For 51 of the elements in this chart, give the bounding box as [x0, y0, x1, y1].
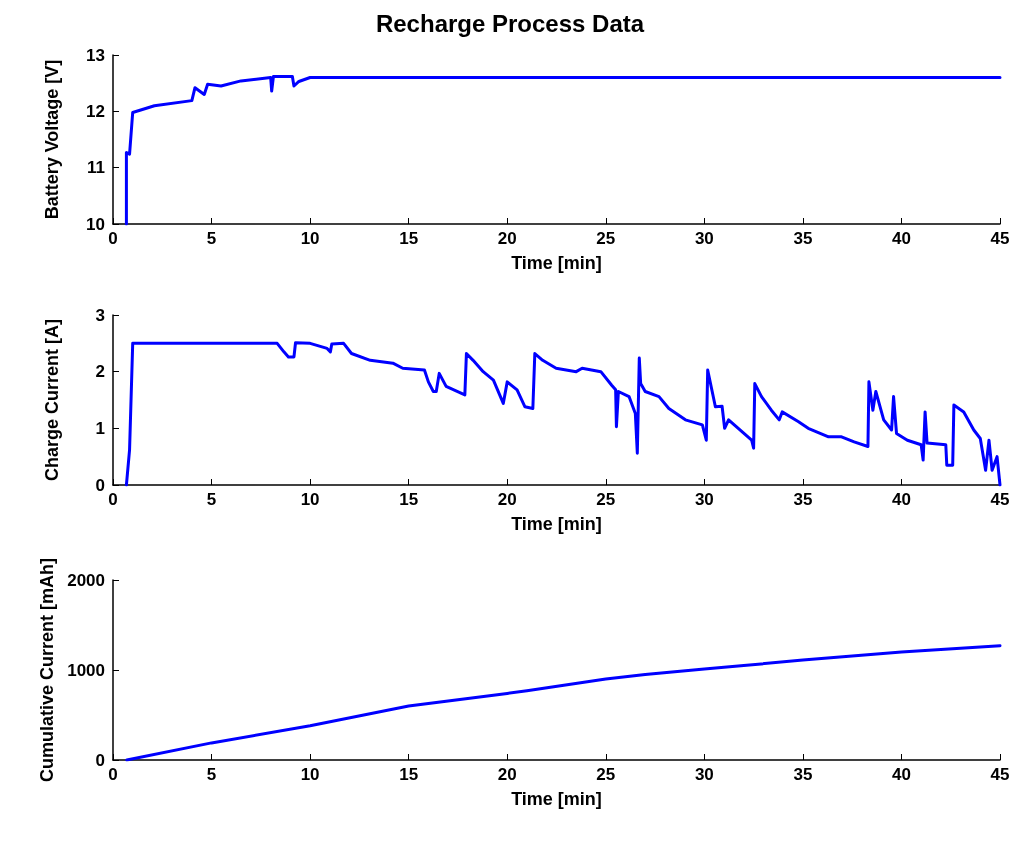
- x-tick-label: 45: [990, 229, 1010, 248]
- x-tick-label: 15: [399, 490, 419, 509]
- line-series: [125, 644, 1002, 762]
- x-tick-label: 0: [108, 490, 118, 509]
- y-tick-label: 13: [86, 45, 105, 65]
- line-series: [124, 74, 1002, 226]
- y-tick-label: 0: [95, 475, 105, 495]
- x-tick-label: 20: [497, 490, 517, 509]
- x-tick-label: 10: [300, 490, 320, 509]
- y-tick-label: 12: [86, 101, 105, 121]
- x-tick-label: 45: [990, 765, 1010, 784]
- x-tick-label: 25: [596, 229, 616, 248]
- x-axis-title: Time [min]: [511, 789, 602, 809]
- x-tick-label: 0: [108, 765, 118, 784]
- y-tick-label: 10: [86, 214, 105, 234]
- y-tick-label: 1000: [67, 660, 105, 680]
- x-tick-label: 25: [596, 765, 616, 784]
- x-tick-label: 35: [793, 490, 813, 509]
- x-tick-label: 30: [694, 229, 714, 248]
- y-axis-title: Battery Voltage [V]: [42, 59, 62, 220]
- x-tick-label: 20: [497, 229, 517, 248]
- x-tick-label: 5: [206, 490, 217, 509]
- y-tick-label: 3: [95, 305, 105, 325]
- x-axis-title: Time [min]: [511, 253, 602, 273]
- x-tick-label: 35: [793, 765, 813, 784]
- y-tick-label: 2000: [67, 570, 105, 590]
- chart-title: Recharge Process Data: [375, 9, 645, 37]
- y-tick-label: 0: [95, 750, 105, 770]
- x-tick-label: 30: [694, 765, 714, 784]
- y-tick-label: 1: [95, 418, 105, 438]
- x-tick-label: 40: [891, 490, 911, 509]
- y-tick-label: 11: [87, 158, 105, 178]
- x-tick-label: 35: [793, 229, 813, 248]
- x-tick-label: 40: [891, 765, 911, 784]
- x-tick-label: 15: [399, 229, 419, 248]
- y-tick-label: 2: [95, 362, 105, 382]
- x-axis-title: Time [min]: [511, 514, 602, 534]
- x-tick-label: 10: [300, 765, 320, 784]
- x-tick-label: 10: [300, 229, 320, 248]
- x-tick-label: 25: [596, 490, 616, 509]
- x-tick-label: 20: [497, 765, 517, 784]
- x-tick-label: 40: [891, 229, 911, 248]
- x-tick-label: 0: [108, 229, 118, 248]
- x-tick-label: 5: [206, 765, 217, 784]
- x-tick-label: 15: [399, 765, 419, 784]
- x-tick-label: 5: [206, 229, 217, 248]
- line-series: [124, 341, 1002, 487]
- x-tick-label: 45: [990, 490, 1010, 509]
- y-axis-title: Cumulative Current [mAh]: [37, 558, 58, 783]
- x-tick-label: 30: [694, 490, 714, 509]
- y-axis-title: Charge Current [A]: [42, 318, 62, 482]
